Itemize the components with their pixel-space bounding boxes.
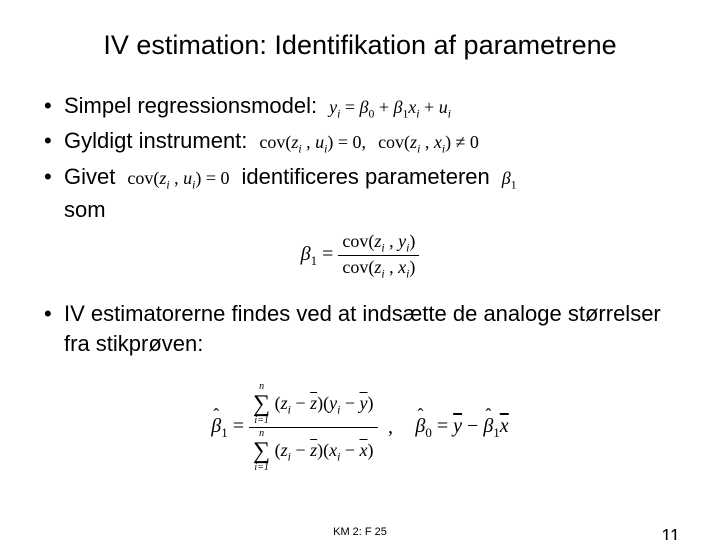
sum-lower-1: i=1 [253, 416, 270, 426]
eq-bhat0: β0 = y − β1x [415, 415, 508, 437]
sum-lower-2: i=1 [253, 463, 270, 473]
bullet-regression-text: Simpel regressionsmodel: [64, 91, 317, 121]
bullet-instrument-text: Gyldigt instrument: [64, 126, 247, 156]
eq-given: cov(zi , ui) = 0 [127, 166, 229, 193]
slide-title: IV estimation: Identifikation af paramet… [40, 30, 680, 61]
eq-instrument-1: cov(zi , ui) = 0, [259, 130, 366, 157]
bullet-givet: Givet cov(zi , ui) = 0 identificeres par… [40, 162, 680, 225]
eq-instrument-2: cov(zi , xi) ≠ 0 [378, 130, 479, 157]
fraction-beta1: cov(zi , yi) cov(zi , xi) [338, 231, 419, 281]
bullet-regression: Simpel regressionsmodel: yi = β0 + β1xi … [40, 91, 680, 122]
page-number: 11 [661, 526, 680, 540]
bullet-list: Simpel regressionsmodel: yi = β0 + β1xi … [40, 91, 680, 225]
eq-regression: yi = β0 + β1xi + ui [329, 95, 451, 122]
footer-center-text: KM 2: F 25 [333, 526, 387, 538]
eq-beta1-fraction: β1 = cov(zi , yi) cov(zi , xi) [40, 231, 680, 281]
bullet-estimators-text: IV estimatorerne findes ved at indsætte … [64, 301, 661, 356]
givet-post: identificeres parameteren [242, 162, 490, 192]
bullet-list-2: IV estimatorerne findes ved at indsætte … [40, 299, 680, 358]
eq-beta1-symbol: β1 [502, 166, 517, 193]
fraction-bhat1: n∑i=1 (zi − z)(yi − y) n∑i=1 (zi − z)(xi… [249, 382, 377, 473]
eq-estimators: β1 = n∑i=1 (zi − z)(yi − y) n∑i=1 (zi − … [40, 382, 680, 473]
bullet-instrument: Gyldigt instrument: cov(zi , ui) = 0, co… [40, 126, 680, 157]
givet-pre: Givet [64, 162, 115, 192]
bullet-estimators: IV estimatorerne findes ved at indsætte … [40, 299, 680, 358]
givet-tail: som [64, 193, 680, 225]
slide: IV estimation: Identifikation af paramet… [0, 0, 720, 540]
